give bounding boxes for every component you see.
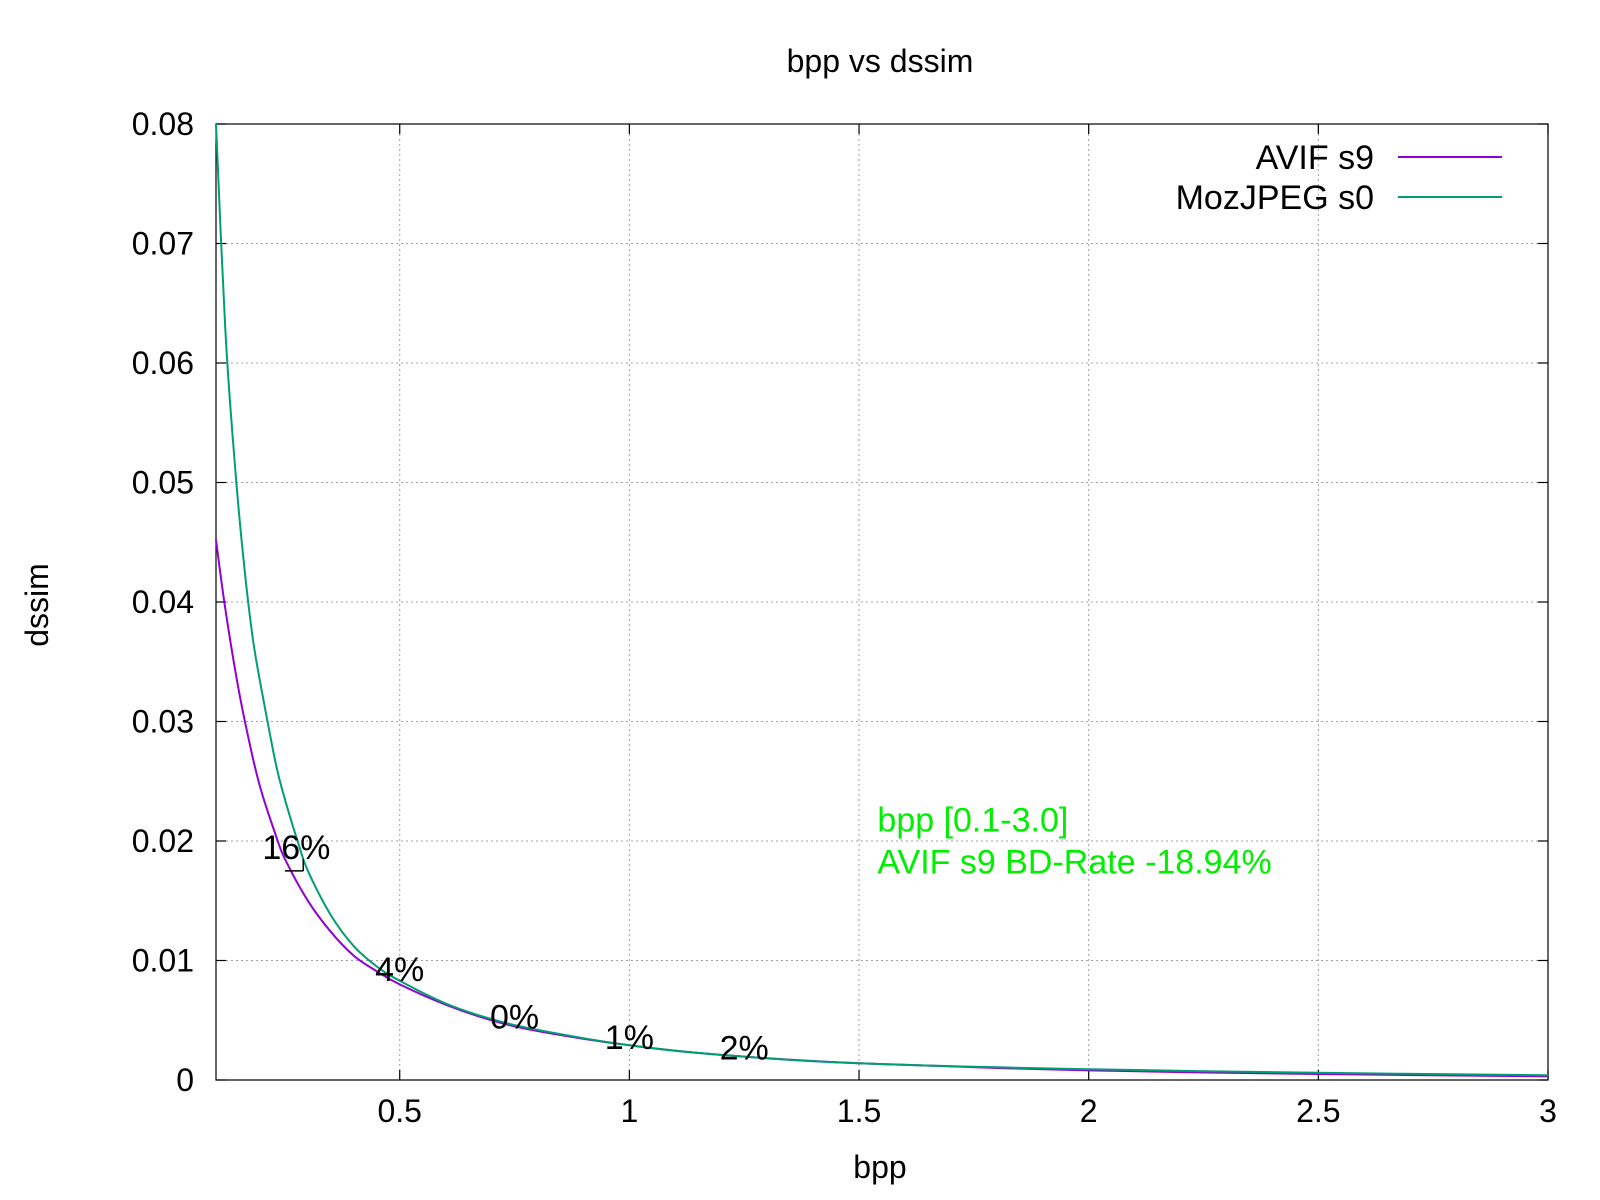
series-layer bbox=[215, 123, 1549, 1078]
y-tick-label: 0.03 bbox=[132, 704, 194, 740]
x-tick-label: 1 bbox=[620, 1093, 638, 1129]
y-tick-label: 0.07 bbox=[132, 226, 194, 262]
x-tick-label: 2 bbox=[1080, 1093, 1098, 1129]
bd-rate-note-value: AVIF s9 BD-Rate -18.94% bbox=[877, 843, 1271, 881]
y-tick-label: 0.02 bbox=[132, 823, 194, 859]
grid-layer bbox=[216, 124, 1548, 1080]
x-axis-label: bpp bbox=[853, 1149, 906, 1185]
bd-rate-note: bpp [0.1-3.0] AVIF s9 BD-Rate -18.94% bbox=[877, 801, 1271, 881]
tick-layer: 0.5 1 1.5 2 2.5 3 0 0.01 0.02 0.03 0.04 0.05 0.06 0.0… bbox=[132, 106, 1557, 1129]
y-tick-label: 0.01 bbox=[132, 943, 194, 979]
y-tick-label: 0.04 bbox=[132, 584, 194, 620]
diff-annotation: 2% bbox=[720, 1030, 769, 1068]
diff-annotation: 16% bbox=[262, 829, 330, 867]
x-tick-label: 2.5 bbox=[1296, 1093, 1340, 1129]
x-tick-label: 0.5 bbox=[377, 1093, 421, 1129]
x-tick-label: 3 bbox=[1539, 1093, 1557, 1129]
x-tick-label: 1.5 bbox=[837, 1093, 881, 1129]
diff-annotation: 0% bbox=[490, 999, 539, 1037]
y-axis-label: dssim bbox=[19, 563, 55, 647]
legend-label-mozjpeg-s0: MozJPEG s0 bbox=[1176, 179, 1374, 217]
series-line-avif-s9 bbox=[215, 539, 1549, 1078]
series-line-mozjpeg-s0 bbox=[215, 123, 1549, 1077]
y-tick-label: 0.06 bbox=[132, 345, 194, 381]
annotation-layer: 16% 4% 0% 1% 2% bbox=[262, 829, 768, 1068]
y-tick-label: 0.05 bbox=[132, 465, 194, 501]
diff-annotation: 4% bbox=[375, 951, 424, 989]
bd-rate-note-range: bpp [0.1-3.0] bbox=[877, 801, 1068, 839]
y-tick-label: 0.08 bbox=[132, 106, 194, 142]
y-tick-label: 0 bbox=[176, 1062, 194, 1098]
legend-label-avif-s9: AVIF s9 bbox=[1256, 139, 1374, 177]
chart-title: bpp vs dssim bbox=[787, 43, 974, 79]
diff-annotation: 1% bbox=[605, 1019, 654, 1057]
